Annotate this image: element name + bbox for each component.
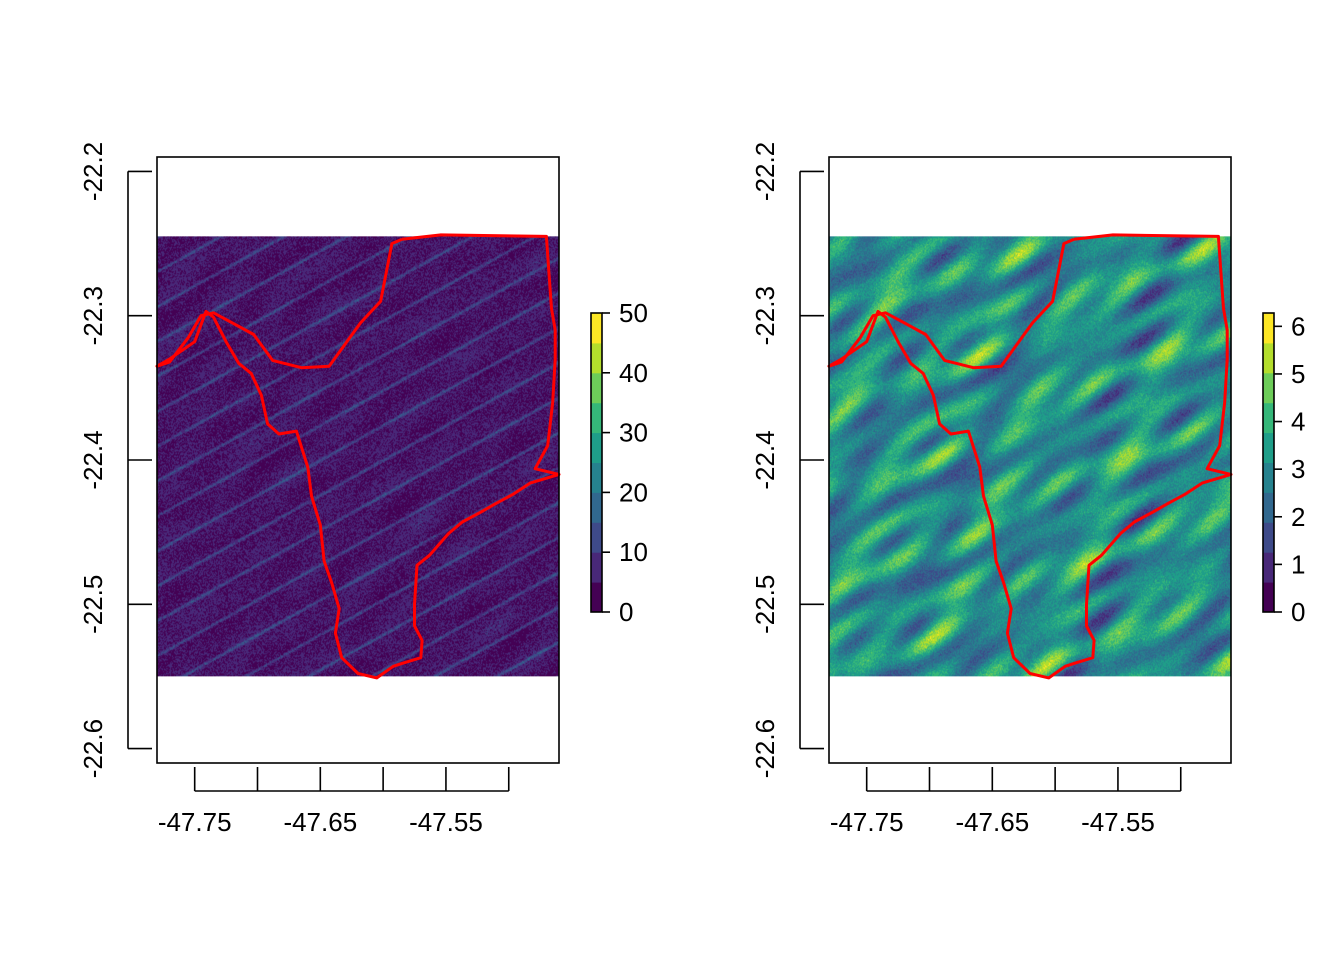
y-tick-label: -22.5 (78, 575, 108, 634)
panel-aspect: -47.75 -47.65 -47.55 -22.2 -22.3 -22.4 -… (750, 142, 1305, 837)
colorbar-swatch (1263, 402, 1274, 434)
colorbar-swatches (1263, 313, 1274, 613)
y-tick-label: -22.2 (750, 142, 780, 201)
y-tick-label: -22.4 (750, 430, 780, 489)
y-axis: -22.2 -22.3 -22.4 -22.5 -22.6 (750, 142, 824, 778)
colorbar-tick-label: 4 (1291, 407, 1305, 437)
raster-area (157, 236, 559, 677)
plot-frame (828, 156, 1232, 764)
colorbar-swatch (591, 372, 602, 404)
y-ticks (128, 170, 152, 750)
x-ticks (865, 767, 1182, 791)
colorbar-tick-label: 3 (1291, 454, 1305, 484)
y-tick-label: -22.3 (78, 286, 108, 345)
x-axis: -47.75 -47.65 -47.55 (830, 767, 1182, 837)
raster-area (829, 236, 1231, 677)
colorbar-frame (1262, 312, 1275, 613)
x-tick-label: -47.55 (409, 807, 483, 837)
colorbar-swatch (591, 582, 602, 613)
study-area-boundary (827, 233, 1233, 680)
colorbar-swatch (1263, 522, 1274, 553)
colorbar-swatch (591, 342, 602, 374)
x-tick-label: -47.65 (955, 807, 1029, 837)
colorbar-tick-label: 2 (1291, 502, 1305, 532)
x-tick-label: -47.75 (158, 807, 232, 837)
colorbar-swatches (591, 313, 602, 613)
colorbar-swatch (1263, 462, 1274, 493)
y-tick-label: -22.4 (78, 430, 108, 489)
y-ticks (800, 170, 824, 750)
colorbar-tick-label: 0 (1291, 597, 1305, 627)
colorbar-tick-label: 40 (619, 358, 648, 388)
colorbar-tick-label: 0 (619, 597, 633, 627)
colorbar-swatch (591, 432, 602, 463)
colorbar-swatch (1263, 313, 1274, 344)
colorbar-tick-label: 6 (1291, 311, 1305, 341)
colorbar-tick-label: 10 (619, 537, 648, 567)
colorbar-ticks (602, 312, 610, 613)
panel-slope: -47.75 -47.65 -47.55 -22.2 -22.3 -22.4 -… (78, 142, 648, 837)
y-tick-label: -22.3 (750, 286, 780, 345)
x-ticks (193, 767, 510, 791)
y-tick-label: -22.5 (750, 575, 780, 634)
plot-frame (156, 156, 560, 764)
raster-image (157, 236, 559, 677)
x-axis: -47.75 -47.65 -47.55 (158, 767, 510, 837)
colorbar-swatch (1263, 492, 1274, 523)
colorbar-swatch (591, 552, 602, 583)
colorbar-legend: 0 10 20 30 40 50 (590, 298, 648, 627)
colorbar-swatch (591, 522, 602, 553)
colorbar-swatch (591, 462, 602, 493)
colorbar-tick-label: 1 (1291, 549, 1305, 579)
colorbar-swatch (1263, 372, 1274, 404)
colorbar-swatch (591, 492, 602, 523)
colorbar-swatch (1263, 552, 1274, 583)
colorbar-ticks (1274, 325, 1282, 613)
colorbar-tick-label: 30 (619, 418, 648, 448)
raster-image (829, 236, 1231, 677)
y-tick-label: -22.6 (78, 719, 108, 778)
x-tick-label: -47.75 (830, 807, 904, 837)
x-tick-label: -47.65 (283, 807, 357, 837)
colorbar-frame (590, 312, 603, 613)
colorbar-swatch (1263, 582, 1274, 613)
colorbar-tick-label: 5 (1291, 359, 1305, 389)
colorbar-swatch (1263, 432, 1274, 463)
y-tick-label: -22.2 (78, 142, 108, 201)
y-tick-label: -22.6 (750, 719, 780, 778)
colorbar-swatch (591, 313, 602, 344)
study-area-boundary (155, 233, 561, 680)
colorbar-swatch (1263, 342, 1274, 374)
colorbar-tick-label: 20 (619, 477, 648, 507)
colorbar-legend: 0 1 2 3 4 5 6 (1262, 311, 1305, 627)
colorbar-swatch (591, 402, 602, 434)
colorbar-tick-label: 50 (619, 298, 648, 328)
x-tick-label: -47.55 (1081, 807, 1155, 837)
y-axis: -22.2 -22.3 -22.4 -22.5 -22.6 (78, 142, 152, 778)
